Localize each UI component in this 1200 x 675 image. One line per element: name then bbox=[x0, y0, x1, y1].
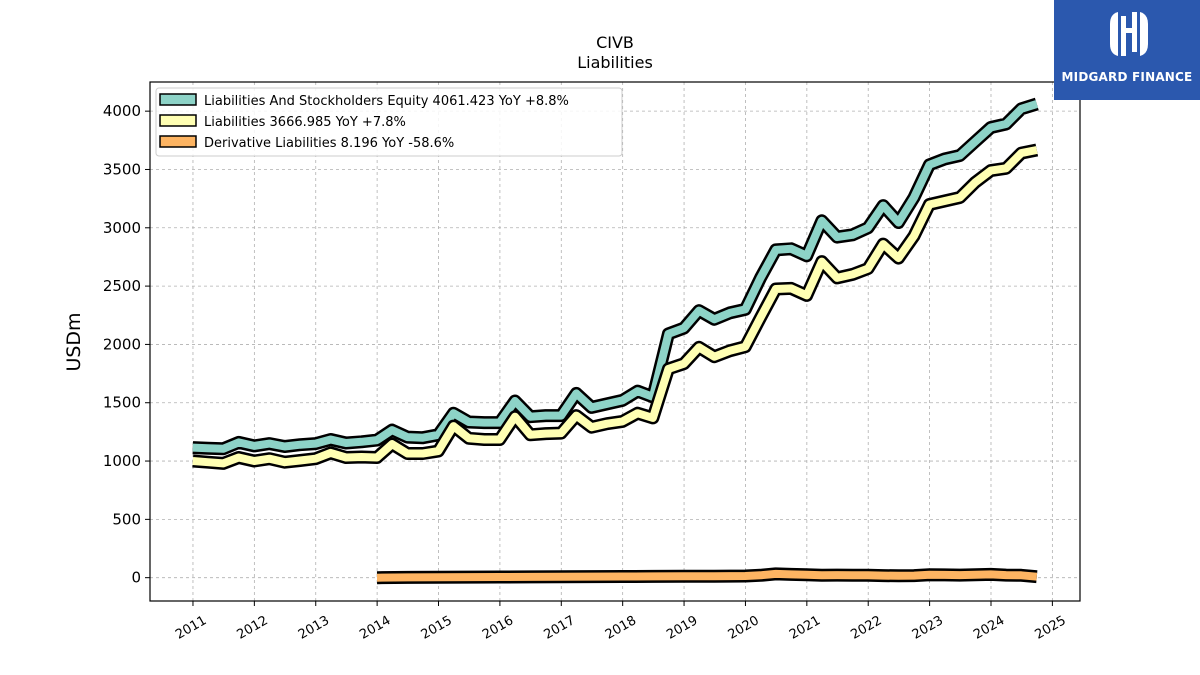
x-tick-label: 2019 bbox=[664, 613, 700, 643]
plot-area-frame bbox=[149, 81, 1081, 602]
x-tick-label: 2018 bbox=[603, 613, 639, 643]
legend-swatch-0 bbox=[159, 93, 197, 106]
y-tick-label: 1500 bbox=[103, 394, 141, 412]
x-tick-label: 2013 bbox=[296, 613, 332, 643]
y-tick-label: 4000 bbox=[103, 102, 141, 120]
y-axis-label: USDm bbox=[63, 312, 85, 371]
legend: Liabilities And Stockholders Equity 4061… bbox=[155, 87, 623, 157]
legend-swatch-1 bbox=[159, 114, 197, 127]
y-tick-label: 3000 bbox=[103, 219, 141, 237]
x-tick-label: 2022 bbox=[848, 613, 884, 643]
legend-frame bbox=[155, 87, 623, 157]
legend-swatch-2 bbox=[159, 135, 197, 148]
y-tick-label: 500 bbox=[112, 510, 141, 528]
y-tick-label: 3500 bbox=[103, 160, 141, 178]
y-tick-label: 2000 bbox=[103, 335, 141, 353]
x-tick-label: 2014 bbox=[357, 613, 393, 643]
logo-mark-icon bbox=[1110, 12, 1148, 56]
chart-subtitle: Liabilities bbox=[577, 53, 653, 72]
x-axis-ticks: 2011 2012 2013 2014 2015 2016 2017 2018 2019 2020… bbox=[173, 601, 1069, 643]
x-tick-label: 2020 bbox=[726, 613, 762, 643]
series-lines bbox=[192, 97, 1039, 585]
series-line-0 bbox=[192, 100, 1038, 453]
x-tick-label: 2021 bbox=[787, 613, 823, 643]
series-line-1 bbox=[192, 146, 1038, 468]
legend-label-1: Liabilities 3666.985 YoY +7.8% bbox=[204, 115, 406, 130]
x-tick-label: 2023 bbox=[910, 613, 946, 643]
logo-text: MIDGARD FINANCE bbox=[1061, 70, 1193, 84]
x-tick-label: 2011 bbox=[173, 613, 209, 643]
midgard-finance-logo: MIDGARD FINANCE bbox=[1054, 0, 1200, 100]
x-tick-label: 2025 bbox=[1033, 613, 1069, 643]
x-tick-label: 2024 bbox=[971, 613, 1007, 643]
series-line-2 bbox=[376, 569, 1038, 582]
legend-label-0: Liabilities And Stockholders Equity 4061… bbox=[204, 94, 569, 109]
legend-label-2: Derivative Liabilities 8.196 YoY -58.6% bbox=[204, 136, 454, 151]
x-tick-label: 2015 bbox=[419, 613, 455, 643]
y-axis-ticks: 0 500 1000 1500 2000 2500 3000 3500 4000 bbox=[103, 102, 150, 587]
x-tick-label: 2012 bbox=[235, 613, 271, 643]
y-tick-label: 2500 bbox=[103, 277, 141, 295]
chart-title: CIVB bbox=[596, 33, 634, 52]
x-tick-label: 2016 bbox=[480, 613, 516, 643]
y-tick-label: 1000 bbox=[103, 452, 141, 470]
y-tick-label: 0 bbox=[131, 569, 141, 587]
x-tick-label: 2017 bbox=[541, 613, 577, 643]
